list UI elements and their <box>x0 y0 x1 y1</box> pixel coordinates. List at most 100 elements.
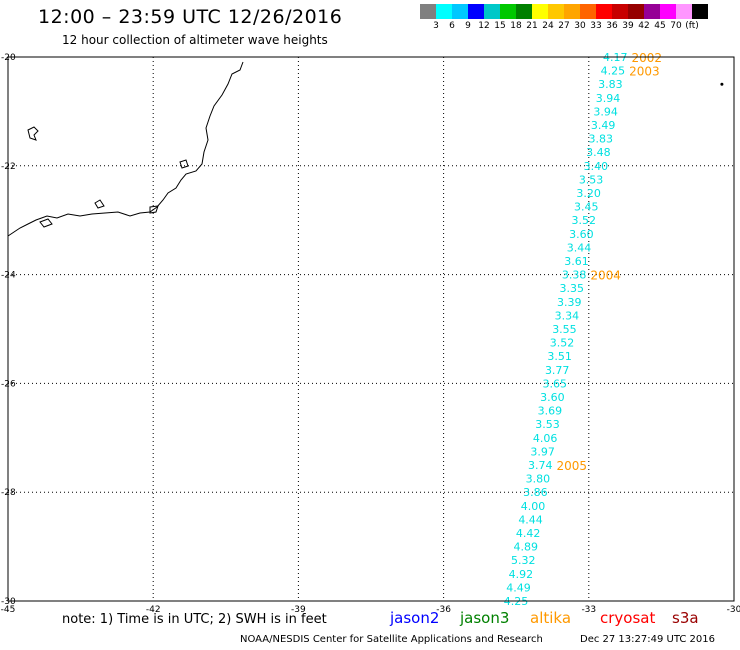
swh-value: 3.35 <box>559 282 584 295</box>
map-grid <box>8 57 734 601</box>
swh-value: 3.61 <box>564 255 589 268</box>
coastline-island-bay <box>94 199 105 209</box>
footer-note: note: 1) Time is in UTC; 2) SWH is in fe… <box>62 612 327 627</box>
colorbar-swatch <box>676 4 692 19</box>
coastline-bay <box>149 205 159 214</box>
colorbar-label: 6 <box>449 21 455 31</box>
swh-value: 3.80 <box>526 473 551 486</box>
colorbar-swatch <box>612 4 628 19</box>
lat-tick-label: -22 <box>1 162 16 172</box>
colorbar-swatch <box>628 4 644 19</box>
swh-value: 3.97 <box>530 445 555 458</box>
colorbar-label: 27 <box>558 21 570 31</box>
swh-value: 3.52 <box>550 337 575 350</box>
swh-value: 3.69 <box>538 405 563 418</box>
swh-value: 4.25 <box>601 65 626 78</box>
colorbar-swatch <box>548 4 564 19</box>
colorbar-label: 24 <box>542 21 554 31</box>
lon-tick-label: -39 <box>291 605 306 615</box>
lat-tick-label: -24 <box>1 271 16 281</box>
swh-value: 4.00 <box>521 500 546 513</box>
swh-value: 3.60 <box>540 391 565 404</box>
lon-tick-label: -33 <box>581 605 596 615</box>
swh-value: 3.83 <box>589 133 614 146</box>
colorbar-label: 39 <box>622 21 634 31</box>
coastline-island-south <box>39 218 53 228</box>
lon-tick-label: -36 <box>436 605 451 615</box>
colorbar-label: (ft) <box>685 21 699 31</box>
chart-title: 12:00 – 23:59 UTC 12/26/2016 <box>38 6 343 28</box>
colorbar-label: 70 <box>670 21 682 31</box>
swh-value: 3.53 <box>535 418 560 431</box>
coastline <box>7 61 244 237</box>
time-label: 2003 <box>629 65 660 79</box>
swh-value: 4.92 <box>509 568 534 581</box>
colorbar-swatch <box>452 4 468 19</box>
swh-value: 3.52 <box>572 214 597 227</box>
lon-tick-label: -45 <box>1 605 16 615</box>
map-frame <box>7 56 735 602</box>
lat-tick-label: -26 <box>1 379 16 389</box>
chart-subtitle: 12 hour collection of altimeter wave hei… <box>62 33 328 47</box>
swh-value: 3.44 <box>567 241 592 254</box>
swh-value: 4.06 <box>533 432 558 445</box>
colorbar-swatch <box>532 4 548 19</box>
map-axes: -45 -42 -39 -36 -33 -30 -20 -22 -24 -26 -28 -30 <box>1 53 740 615</box>
swh-value: 4.89 <box>513 541 538 554</box>
colorbar-labels: 3 6 9 12 15 18 21 24 27 30 33 36 39 42 45 70 (ft) <box>420 21 740 33</box>
swh-value: 3.55 <box>552 323 577 336</box>
colorbar-swatch <box>484 4 500 19</box>
swh-value: 3.39 <box>557 296 582 309</box>
colorbar-swatch <box>596 4 612 19</box>
swh-value: 3.83 <box>598 78 623 91</box>
colorbar-label: 12 <box>478 21 490 31</box>
colorbar-label: 9 <box>465 21 471 31</box>
swh-value: 3.51 <box>547 350 572 363</box>
footer-credit: NOAA/NESDIS Center for Satellite Applica… <box>240 634 543 645</box>
colorbar-swatch <box>436 4 452 19</box>
lon-tick-label: -42 <box>146 605 161 615</box>
colorbar-swatch <box>692 4 708 19</box>
swh-value: 3.48 <box>586 146 611 159</box>
swh-value: 3.45 <box>574 201 599 214</box>
colorbar <box>420 4 708 19</box>
satellite-legend-entry: jason2 <box>390 609 440 627</box>
swh-value: 3.20 <box>576 187 601 200</box>
lat-tick-label: -30 <box>1 597 16 607</box>
swh-value: 3.60 <box>569 228 594 241</box>
time-label: 2002 <box>632 51 663 65</box>
swh-value: 3.94 <box>593 105 618 118</box>
swh-value: 3.94 <box>596 92 621 105</box>
colorbar-swatch <box>516 4 532 19</box>
colorbar-label: 30 <box>574 21 586 31</box>
altimeter-track: 4.174.253.833.943.943.493.833.483.403.53… <box>504 51 724 608</box>
swh-value: 4.49 <box>506 581 531 594</box>
footer-timestamp: Dec 27 13:27:49 UTC 2016 <box>580 634 715 645</box>
colorbar-swatch <box>660 4 676 19</box>
swh-value: 3.38 <box>562 269 587 282</box>
satellite-legend-entry: cryosat <box>600 609 656 627</box>
colorbar-swatch <box>420 4 436 19</box>
data-point <box>720 82 724 86</box>
time-label: 2004 <box>590 269 621 283</box>
colorbar-swatch <box>580 4 596 19</box>
colorbar-label: 18 <box>510 21 522 31</box>
colorbar-swatch <box>500 4 516 19</box>
lat-tick-label: -20 <box>1 53 16 63</box>
satellite-legend-entry: s3a <box>672 609 699 627</box>
swh-value: 3.53 <box>579 173 604 186</box>
colorbar-label: 15 <box>494 21 506 31</box>
colorbar-label: 33 <box>590 21 602 31</box>
coastline-mainland <box>7 61 244 237</box>
colorbar-swatch <box>564 4 580 19</box>
swh-value: 5.32 <box>511 554 536 567</box>
lon-tick-label: -30 <box>727 605 740 615</box>
swh-value: 4.44 <box>518 513 543 526</box>
colorbar-label: 21 <box>526 21 538 31</box>
swh-value: 3.34 <box>555 309 580 322</box>
swh-value: 3.49 <box>591 119 616 132</box>
colorbar-label: 36 <box>606 21 618 31</box>
swh-value: 3.65 <box>543 377 568 390</box>
colorbar-swatch <box>644 4 660 19</box>
